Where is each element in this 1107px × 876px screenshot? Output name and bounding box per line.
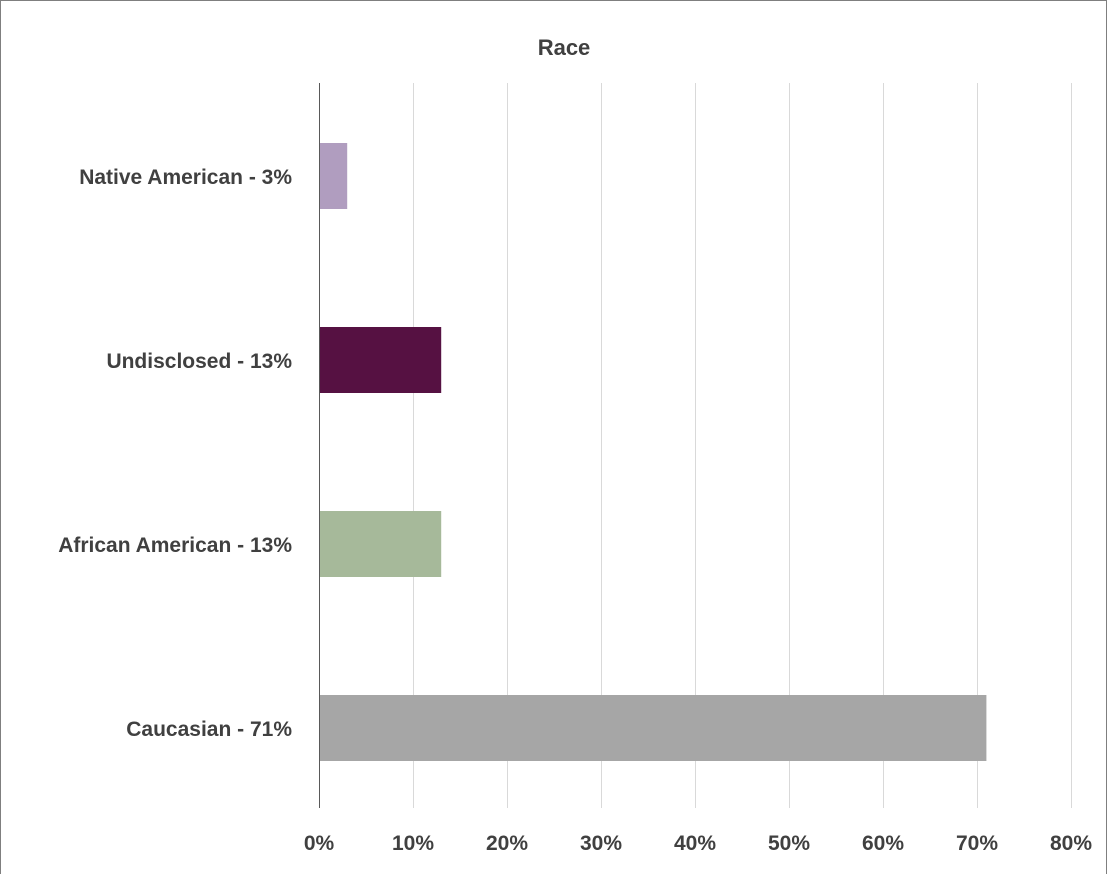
gridlines	[413, 83, 1072, 808]
x-tick-label: 0%	[304, 832, 335, 855]
x-axis-tick-labels: 0% 10% 20% 30% 40% 50% 60% 70% 80%	[304, 832, 1093, 855]
category-label: Undisclosed - 13%	[106, 350, 292, 373]
x-tick-label: 20%	[486, 832, 528, 855]
category-label: African American - 13%	[58, 534, 292, 557]
chart-title: Race	[538, 35, 591, 60]
bars	[319, 143, 987, 761]
bar	[319, 695, 987, 761]
x-tick-label: 10%	[392, 832, 434, 855]
x-tick-label: 30%	[580, 832, 622, 855]
x-tick-label: 80%	[1050, 832, 1092, 855]
x-tick-label: 60%	[862, 832, 904, 855]
x-tick-label: 70%	[956, 832, 998, 855]
bar	[319, 143, 348, 209]
x-tick-label: 50%	[768, 832, 810, 855]
category-label: Native American - 3%	[79, 166, 292, 189]
x-tick-label: 40%	[674, 832, 716, 855]
bar	[319, 511, 442, 577]
bar	[319, 327, 442, 393]
category-labels: Native American - 3% Undisclosed - 13% Afr…	[58, 166, 292, 741]
category-label: Caucasian - 71%	[126, 718, 292, 741]
